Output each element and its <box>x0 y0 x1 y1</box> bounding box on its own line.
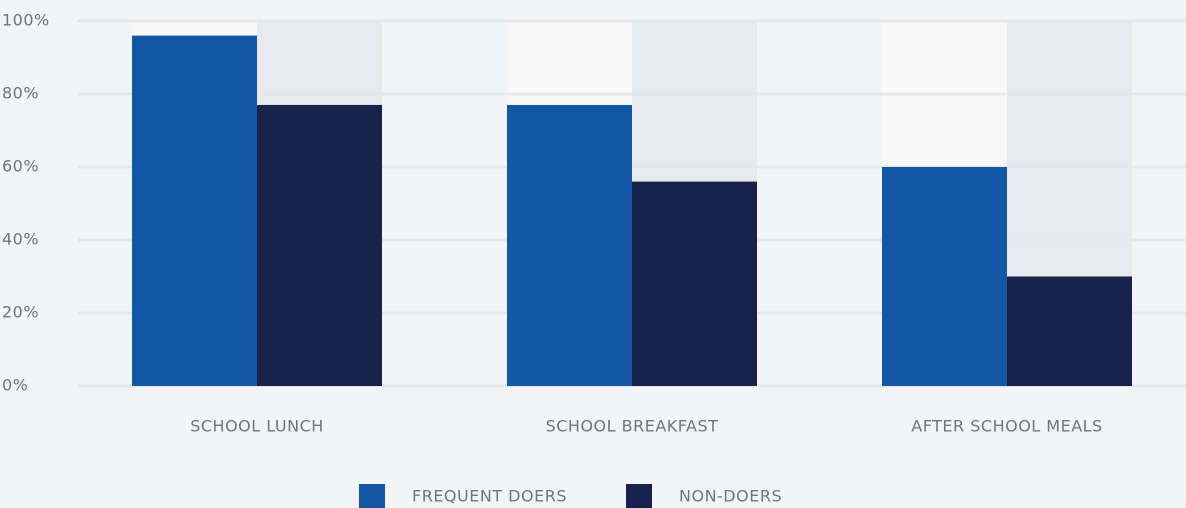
legend-label: NON-DOERS <box>679 487 782 506</box>
y-tick-label: 100% <box>2 11 50 30</box>
bar <box>132 35 257 386</box>
legend-swatch <box>359 484 385 508</box>
x-tick-label: SCHOOL BREAKFAST <box>546 417 719 436</box>
bar <box>257 104 382 386</box>
y-tick-label: 40% <box>2 230 39 249</box>
bar <box>507 104 632 386</box>
bar <box>1007 276 1132 386</box>
bar <box>882 167 1007 386</box>
x-tick-label: AFTER SCHOOL MEALS <box>911 417 1102 436</box>
y-tick-label: 80% <box>2 84 39 103</box>
legend-label: FREQUENT DOERS <box>412 487 567 506</box>
bar <box>632 181 757 386</box>
y-tick-label: 20% <box>2 303 39 322</box>
legend-swatch <box>626 484 652 508</box>
x-tick-label: SCHOOL LUNCH <box>190 417 324 436</box>
y-tick-label: 60% <box>2 157 39 176</box>
y-tick-label: 0% <box>2 376 28 395</box>
